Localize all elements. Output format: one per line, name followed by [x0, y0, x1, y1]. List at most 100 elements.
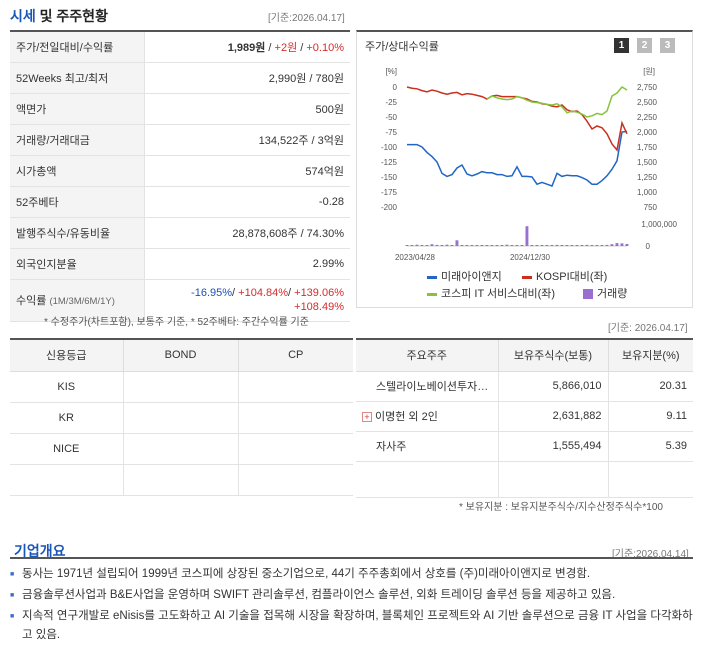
volume-bar	[425, 245, 429, 246]
holder-empty-cell	[356, 461, 499, 498]
price-row-value: 28,878,608주 / 74.30%	[144, 217, 350, 249]
price-row-label: 주가/전일대비/수익률	[10, 31, 145, 63]
returns-label: 수익률 (1M/3M/6M/1Y)	[10, 279, 145, 322]
holder-row: + 이명헌 외 2인 2,631,882 9.11	[356, 401, 693, 432]
chart-panel: 주가/상대수익률 1 2 3 [%] [원] 0 -25 -50 -75 -100 -125 -…	[356, 30, 693, 308]
right-tick-label: 1,750	[637, 143, 658, 152]
legend-kospi-label: KOSPI대비(좌)	[536, 271, 608, 283]
left-tick-label: -100	[381, 143, 398, 152]
shareholders-table: 주요주주 보유주식수(보통) 보유지분(%) 스텔라이노베이션투자… 5,866,…	[356, 338, 693, 498]
volume-bar	[595, 245, 599, 246]
holder-pct: 5.39	[608, 431, 693, 462]
holder-name-text: 이명헌 외 2인	[375, 411, 438, 423]
volume-bar	[445, 244, 449, 246]
legend-it-swatch	[427, 292, 437, 296]
volume-bar	[570, 245, 574, 246]
price-ref-date: [기준:2026.04.17]	[268, 13, 345, 24]
price-row-label: 거래량/거래대금	[10, 124, 145, 156]
holder-name[interactable]: + 이명헌 외 2인	[356, 401, 499, 432]
holder-name: 자사주	[356, 431, 499, 462]
holder-pct: 9.11	[608, 401, 693, 432]
right-tick-label: 2,500	[637, 98, 658, 107]
left-tick-label: -150	[381, 173, 398, 182]
price-row-value: 1,989원 / +2원 / +0.10%	[144, 31, 350, 63]
holder-pct: 20.31	[608, 371, 693, 402]
price-row-label: 시가총액	[10, 155, 145, 187]
right-tick-label: 2,750	[637, 83, 658, 92]
legend-volume-swatch	[583, 289, 593, 300]
x-tick-label: 2024/12/30	[510, 253, 551, 262]
price-change: +2원	[274, 41, 298, 54]
credit-header-rating: 신용등급	[10, 339, 124, 372]
company-ref-date: [기준:2026.04.14]	[612, 549, 689, 560]
price-row: 주가/전일대비/수익률 1,989원 / +2원 / +0.10%	[10, 31, 350, 63]
legend-volume-label: 거래량	[597, 288, 628, 300]
price-row-label: 52주베타	[10, 186, 145, 218]
volume-bar	[515, 245, 519, 246]
price-row: 거래량/거래대금 134,522주 / 3억원	[10, 124, 350, 156]
volume-bar	[500, 245, 504, 246]
chart-title: 주가/상대수익률	[365, 41, 439, 53]
period-button-3[interactable]: 3	[660, 38, 675, 53]
separator: /	[232, 287, 239, 299]
credit-cell	[238, 371, 353, 403]
legend-kospi: KOSPI대비(좌)	[522, 268, 607, 284]
price-row-value: 2.99%	[144, 248, 350, 280]
legend-stock-label: 미래아이앤지	[441, 271, 502, 283]
credit-cell	[123, 371, 239, 403]
legend-it: 코스피 IT 서비스대비(좌)	[427, 285, 555, 301]
holder-shares: 1,555,494	[498, 431, 609, 462]
price-row-value: 500원	[144, 93, 350, 125]
returns-label-sub: (1M/3M/6M/1Y)	[49, 296, 115, 307]
price-chart: [%] [원] 0 -25 -50 -75 -100 -125 -150 -175 -200 2,75…	[381, 67, 678, 262]
expand-plus-icon[interactable]: +	[362, 412, 372, 422]
volume-bar	[560, 245, 564, 246]
legend-stock-swatch	[427, 275, 437, 279]
left-tick-label: -50	[385, 113, 397, 122]
volume-bar	[510, 245, 514, 246]
holder-shares: 5,866,010	[498, 371, 609, 402]
volume-bar	[555, 244, 559, 246]
credit-cell	[238, 464, 353, 496]
returns-value: -16.95%/ +104.84%/ +139.06% +108.49%	[144, 279, 350, 322]
price-row: 외국인지분율 2.99%	[10, 248, 350, 280]
price-row: 52Weeks 최고/최저 2,990원 / 780원	[10, 62, 350, 94]
period-button-1[interactable]: 1	[614, 38, 629, 53]
company-overview-item: 금융솔루션사업과 B&E사업을 운영하며 SWIFT 관리솔루션, 컴플라이언스…	[10, 586, 693, 605]
price-row: 시가총액 574억원	[10, 155, 350, 187]
holder-row-empty	[356, 461, 693, 498]
right-tick-label: 1,250	[637, 173, 658, 182]
credit-cell: NICE	[10, 433, 124, 465]
volume-bar	[490, 245, 494, 246]
left-tick-label: -25	[385, 98, 397, 107]
volume-bar	[485, 245, 489, 246]
price-row: 52주베타 -0.28	[10, 186, 350, 218]
left-tick-label: -75	[385, 128, 397, 137]
separator: /	[297, 41, 307, 54]
volume-tick-label: 1,000,000	[641, 220, 677, 229]
credit-header-cp: CP	[238, 339, 353, 372]
company-overview-list: 동사는 1971년 설립되어 1999년 코스피에 상장된 중소기업으로, 44…	[10, 557, 693, 647]
holder-name: 스텔라이노베이션투자…	[356, 371, 499, 402]
price-table: 주가/전일대비/수익률 1,989원 / +2원 / +0.10% 52Weeks …	[10, 30, 350, 322]
return-1m: -16.95%	[191, 287, 233, 299]
right-tick-label: 2,250	[637, 113, 658, 122]
company-title: 기업개요	[14, 543, 66, 559]
credit-cell	[238, 402, 353, 434]
price-row: 액면가 500원	[10, 93, 350, 125]
volume-bar	[475, 245, 479, 246]
volume-bar	[540, 245, 544, 246]
volume-bar	[460, 245, 464, 246]
period-button-2[interactable]: 2	[637, 38, 652, 53]
volume-bar	[495, 245, 499, 246]
returns-label-main: 수익률	[16, 295, 47, 307]
volume-tick-label: 0	[646, 242, 651, 251]
return-3m: +104.84%	[238, 287, 289, 299]
separator: /	[265, 41, 275, 54]
volume-bar	[405, 245, 409, 246]
price-row-label: 52Weeks 최고/최저	[10, 62, 145, 94]
holders-header-name: 주요주주	[356, 339, 499, 372]
price-row-value: 2,990원 / 780원	[144, 62, 350, 94]
volume-bar	[520, 245, 524, 246]
volume-bar	[455, 240, 459, 246]
